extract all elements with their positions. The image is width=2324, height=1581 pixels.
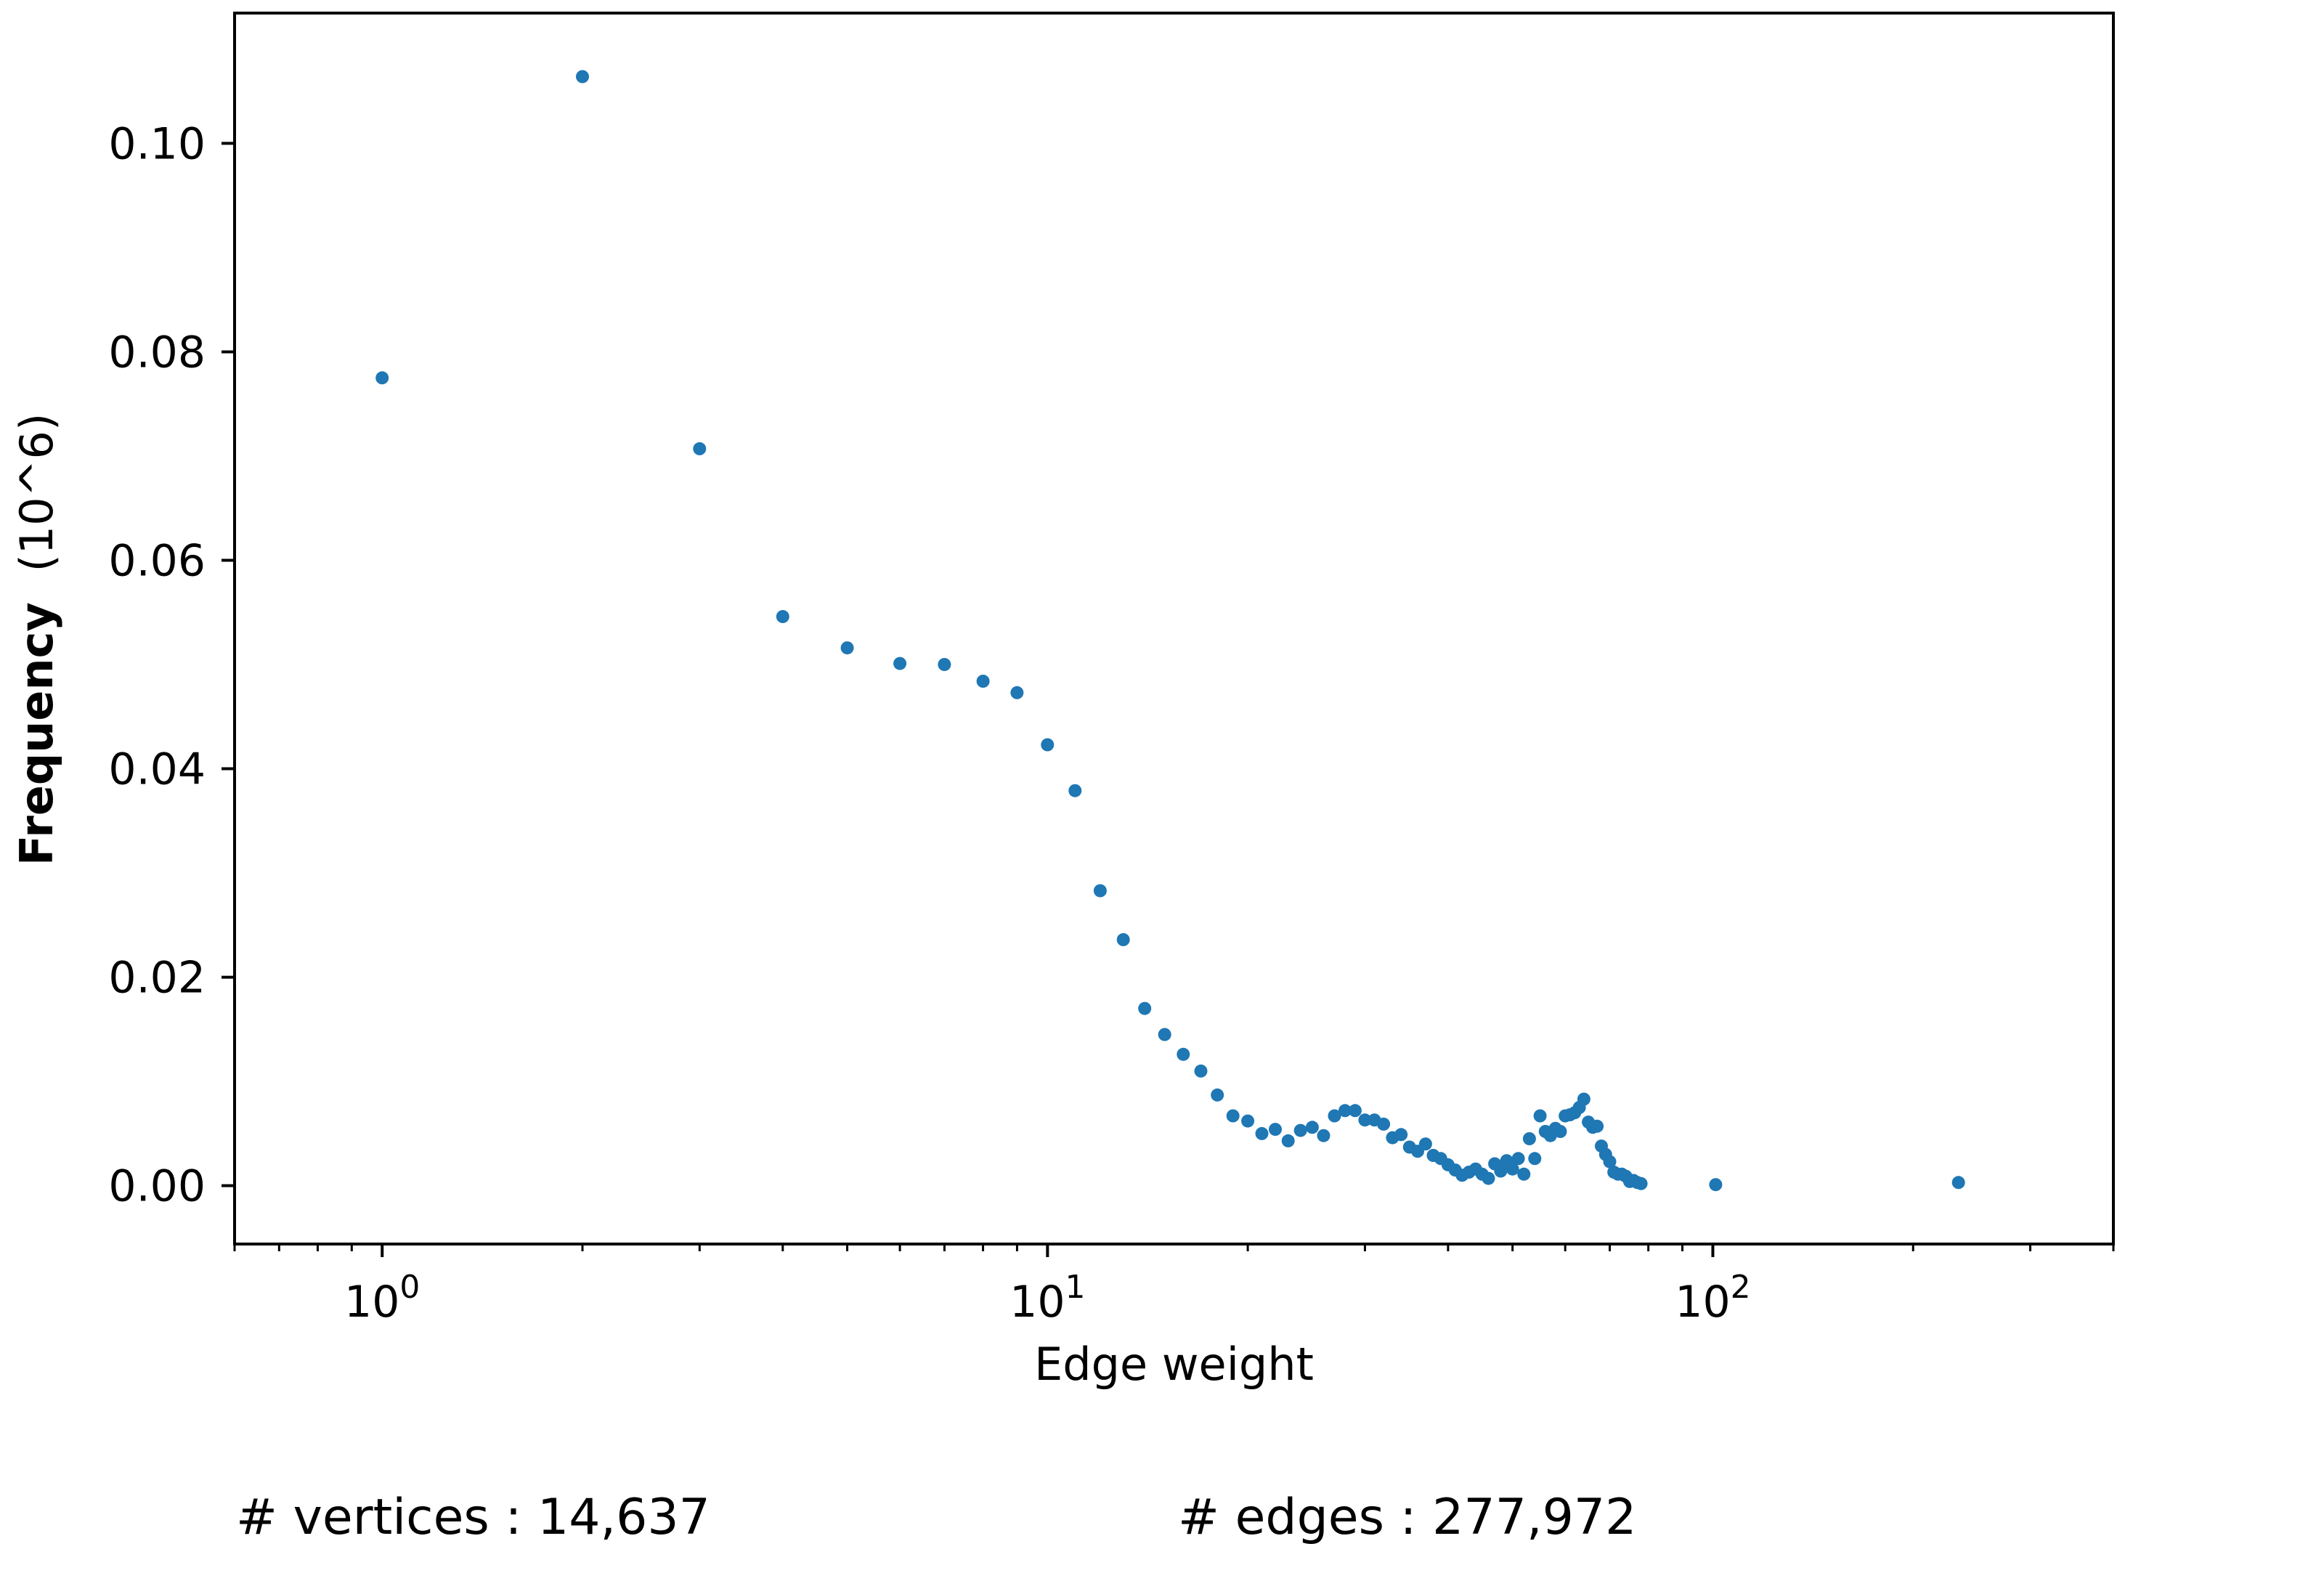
data-point	[1494, 1164, 1508, 1178]
data-point	[1590, 1119, 1604, 1133]
y-tick-label: 0.02	[108, 953, 206, 1004]
y-axis-label-unit: (10^6)	[10, 413, 63, 572]
data-point	[1317, 1129, 1330, 1142]
data-point	[1328, 1109, 1341, 1123]
data-point	[1358, 1113, 1372, 1127]
data-point	[1634, 1176, 1648, 1190]
data-point	[776, 610, 789, 623]
data-point	[1010, 686, 1024, 699]
axis-ticks	[222, 142, 2115, 1257]
data-point	[1068, 784, 1082, 797]
data-point	[1348, 1104, 1362, 1118]
data-point	[1241, 1114, 1255, 1128]
data-point	[893, 657, 907, 670]
data-point	[840, 641, 854, 655]
data-point	[1269, 1123, 1282, 1137]
data-point	[1511, 1152, 1525, 1166]
x-tick-label: 102	[1675, 1269, 1750, 1328]
data-point	[1603, 1155, 1617, 1169]
data-point	[693, 442, 707, 455]
data-point	[1177, 1047, 1190, 1061]
data-point	[1211, 1088, 1224, 1102]
data-point	[1394, 1128, 1408, 1142]
data-point	[1138, 1001, 1152, 1015]
data-point	[375, 371, 389, 385]
data-point	[1951, 1176, 1965, 1190]
y-tick-label: 0.08	[108, 327, 206, 378]
vertices-count: # vertices : 14,637	[236, 1489, 710, 1546]
x-tick-labels: 100 101 102	[344, 1269, 1751, 1328]
y-tick-label: 0.00	[108, 1161, 206, 1212]
edges-count: # edges : 277,972	[1178, 1489, 1637, 1546]
data-point	[1158, 1028, 1171, 1041]
x-axis-label: Edge weight	[1034, 1338, 1314, 1391]
data-point	[1093, 884, 1107, 898]
data-point	[1305, 1121, 1319, 1134]
x-tick-label: 100	[344, 1269, 420, 1328]
data-point	[1377, 1117, 1391, 1131]
y-axis-label-name: Frequency	[10, 602, 63, 866]
data-point	[976, 675, 990, 688]
data-point	[1338, 1104, 1352, 1118]
y-axis-label: Frequency (10^6)	[10, 413, 63, 866]
data-point	[576, 70, 589, 84]
data-point	[938, 658, 951, 671]
data-point	[1506, 1162, 1519, 1176]
data-points	[375, 70, 1965, 1192]
data-point	[1281, 1134, 1295, 1147]
y-tick-labels: 0.00 0.02 0.04 0.06 0.08 0.10	[108, 118, 206, 1211]
y-tick-label: 0.04	[108, 744, 206, 795]
data-point	[1255, 1126, 1269, 1140]
y-tick-label: 0.10	[108, 118, 206, 169]
data-point	[1226, 1109, 1240, 1123]
data-point	[1418, 1137, 1432, 1151]
data-point	[1116, 932, 1130, 946]
data-point	[1553, 1125, 1567, 1138]
data-point	[1528, 1152, 1542, 1166]
data-point	[1482, 1171, 1495, 1185]
plot-area-frame	[233, 12, 2115, 1245]
data-point	[1194, 1064, 1208, 1078]
data-point	[1522, 1132, 1536, 1145]
data-point	[1041, 738, 1055, 752]
data-point	[1577, 1092, 1590, 1106]
x-tick-label: 101	[1009, 1269, 1085, 1328]
data-point	[1293, 1123, 1307, 1137]
data-point	[1709, 1178, 1723, 1192]
data-point	[1517, 1167, 1531, 1181]
data-point	[1533, 1109, 1547, 1123]
y-tick-label: 0.06	[108, 535, 206, 586]
